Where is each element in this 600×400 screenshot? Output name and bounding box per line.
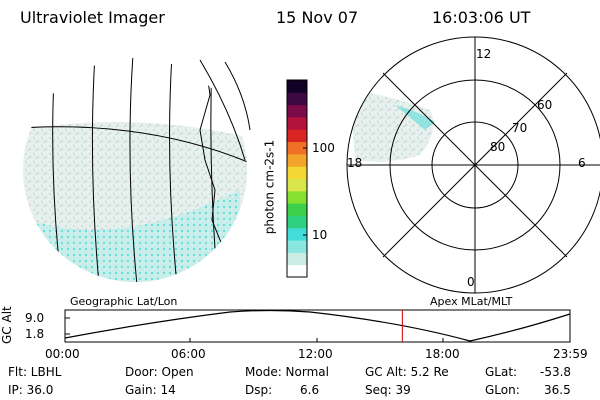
colorbar-frame	[286, 79, 308, 278]
mlt-label-18: 18	[347, 156, 363, 170]
colorbar-swatch	[287, 104, 307, 118]
orbit-ylabel: GC Alt	[0, 306, 14, 344]
status-gain: Gain: 14	[125, 383, 176, 397]
colorbar-tick-10: 10	[312, 228, 328, 242]
orbit-plot	[64, 309, 571, 343]
mlt-label-0: 0	[467, 275, 475, 289]
colorbar-swatch	[287, 203, 307, 216]
colorbar-swatch	[287, 92, 307, 106]
lat-label-80: 80	[490, 140, 506, 154]
mlt-label-6: 6	[578, 156, 586, 170]
colorbar-swatch	[287, 116, 307, 130]
colorbar	[287, 80, 307, 278]
status-door: Door: Open	[125, 365, 194, 379]
colorbar-swatch	[287, 240, 307, 253]
status-ip: IP: 36.0	[8, 383, 54, 397]
status-glat-value: -53.8	[540, 365, 572, 379]
mlt-label-12: 12	[476, 47, 492, 61]
orbit-ytick-high: 9.0	[25, 311, 45, 325]
colorbar-swatch	[287, 215, 307, 229]
geographic-image	[23, 58, 247, 282]
lat-label-70: 70	[512, 121, 528, 135]
colorbar-swatch	[287, 264, 307, 278]
lat-label-60: 60	[537, 98, 553, 112]
orbit-xtick-3: 18:00	[425, 347, 460, 361]
colorbar-swatch	[287, 80, 307, 93]
colorbar-swatch	[287, 141, 307, 155]
colorbar-swatch	[287, 166, 307, 179]
time-label: 16:03:06 UT	[432, 8, 531, 27]
status-dsp-value: 6.6	[300, 383, 320, 397]
orbit-xtick-0: 00:00	[45, 347, 80, 361]
colorbar-swatch	[287, 153, 307, 167]
colorbar-swatch	[287, 129, 307, 143]
colorbar-swatch	[287, 227, 307, 241]
status-seq: Seq: 39	[365, 383, 411, 397]
colorbar-swatch	[287, 252, 307, 266]
apex-label: Apex MLat/MLT	[430, 295, 513, 308]
orbit-xtick-1: 06:00	[171, 347, 206, 361]
status-gc-alt: GC Alt: 5.2 Re	[365, 365, 449, 379]
colorbar-swatch	[287, 190, 307, 204]
orbit-xtick-4: 23:59	[553, 347, 588, 361]
status-glon-value: 36.5	[544, 383, 571, 397]
date-label: 15 Nov 07	[276, 8, 359, 27]
geographic-label: Geographic Lat/Lon	[70, 295, 178, 308]
status-glat-label: GLat:	[485, 365, 518, 379]
colorbar-tick-100: 100	[312, 141, 335, 155]
status-flt: Flt: LBHL	[8, 365, 62, 379]
colorbar-unit-label: photon cm-2s-1	[262, 139, 277, 235]
status-dsp-label: Dsp:	[245, 383, 273, 397]
status-glon-label: GLon:	[485, 383, 520, 397]
colorbar-swatch	[287, 178, 307, 192]
polar-plot	[346, 36, 600, 294]
orbit-ytick-low: 1.8	[25, 327, 45, 341]
orbit-xtick-2: 12:00	[298, 347, 333, 361]
instrument-title: Ultraviolet Imager	[20, 8, 165, 27]
status-mode: Mode: Normal	[245, 365, 329, 379]
